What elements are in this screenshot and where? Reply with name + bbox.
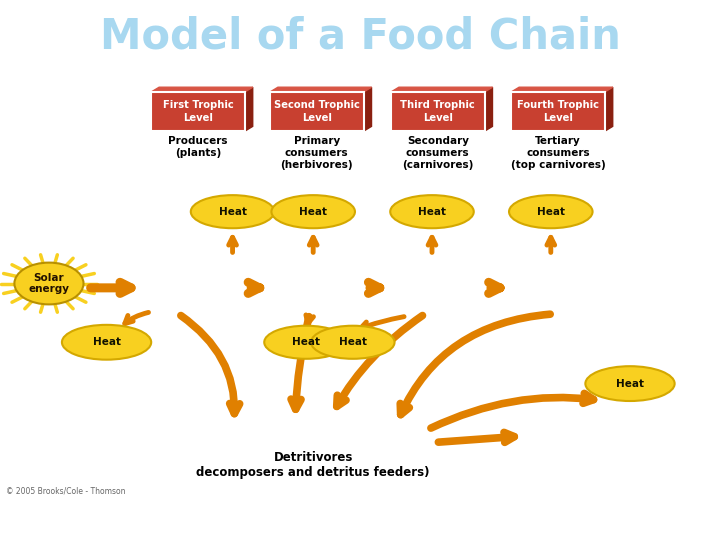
Circle shape xyxy=(14,262,84,305)
Text: Model of a Food Chain: Model of a Food Chain xyxy=(99,16,621,58)
Polygon shape xyxy=(511,87,613,92)
FancyBboxPatch shape xyxy=(511,92,605,131)
Text: First Trophic
Level: First Trophic Level xyxy=(163,100,233,123)
Ellipse shape xyxy=(191,195,274,228)
Text: Heat: Heat xyxy=(292,338,320,347)
Text: Detritivores
decomposers and detritus feeders): Detritivores decomposers and detritus fe… xyxy=(197,451,430,479)
Ellipse shape xyxy=(271,195,355,228)
Text: Tertiary
consumers
(top carnivores): Tertiary consumers (top carnivores) xyxy=(510,137,606,171)
Ellipse shape xyxy=(62,325,151,360)
Text: Producers
(plants): Producers (plants) xyxy=(168,137,228,158)
Text: Heat: Heat xyxy=(219,207,246,217)
Ellipse shape xyxy=(311,326,395,359)
Text: © 2005 Brooks/Cole - Thomson: © 2005 Brooks/Cole - Thomson xyxy=(6,487,125,496)
Text: Heat: Heat xyxy=(300,207,327,217)
Text: Fig. 3-10, p. 47: Fig. 3-10, p. 47 xyxy=(570,516,698,531)
Ellipse shape xyxy=(509,195,593,228)
Polygon shape xyxy=(151,87,253,92)
Polygon shape xyxy=(605,87,613,131)
Text: Second Trophic
Level: Second Trophic Level xyxy=(274,100,360,123)
Polygon shape xyxy=(364,87,372,131)
Polygon shape xyxy=(391,87,492,92)
Text: Heat: Heat xyxy=(616,379,644,389)
Text: Primary
consumers
(herbivores): Primary consumers (herbivores) xyxy=(281,137,353,171)
Text: Secondary
consumers
(carnivores): Secondary consumers (carnivores) xyxy=(402,137,474,171)
FancyBboxPatch shape xyxy=(151,92,245,131)
Text: Heat: Heat xyxy=(537,207,564,217)
Text: Solar
energy: Solar energy xyxy=(29,273,69,294)
FancyBboxPatch shape xyxy=(391,92,485,131)
Ellipse shape xyxy=(390,195,474,228)
Text: Heat: Heat xyxy=(93,338,120,347)
Polygon shape xyxy=(245,87,253,131)
Text: Heat: Heat xyxy=(339,338,366,347)
Text: Fourth Trophic
Level: Fourth Trophic Level xyxy=(517,100,599,123)
Text: Heat: Heat xyxy=(418,207,446,217)
Ellipse shape xyxy=(264,326,348,359)
Ellipse shape xyxy=(585,366,675,401)
Text: Third Trophic
Level: Third Trophic Level xyxy=(400,100,475,123)
Polygon shape xyxy=(485,87,492,131)
Polygon shape xyxy=(270,87,372,92)
FancyBboxPatch shape xyxy=(270,92,364,131)
